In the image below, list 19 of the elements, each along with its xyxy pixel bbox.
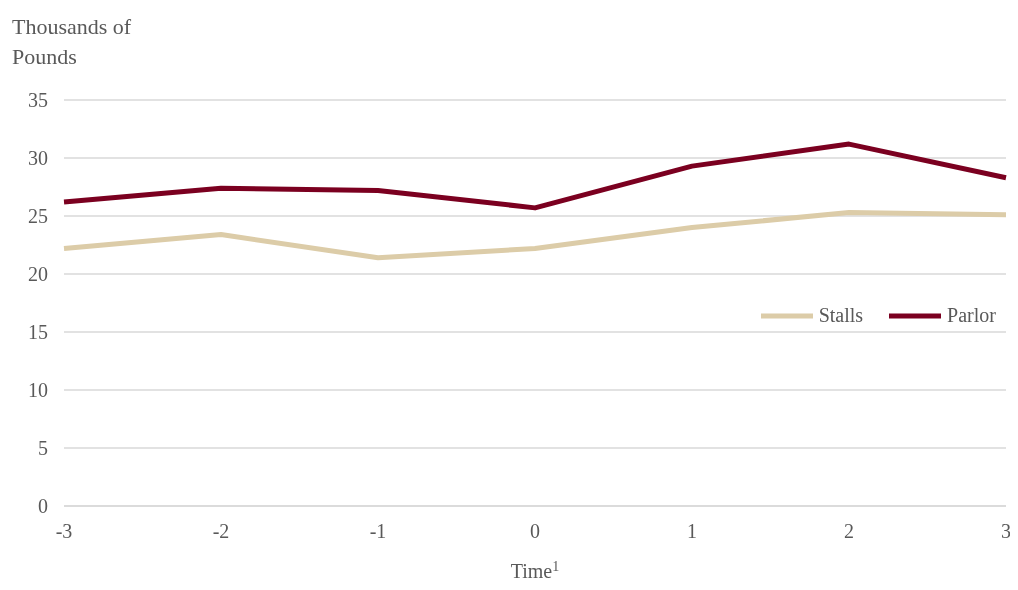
y-tick-label: 35 bbox=[28, 89, 48, 112]
y-tick-label: 30 bbox=[28, 147, 48, 170]
legend-label: Stalls bbox=[818, 304, 864, 327]
x-axis-title: Time$^{1}$ bbox=[510, 558, 560, 582]
y-tick-label: 5 bbox=[38, 437, 48, 460]
x-tick-label: 2 bbox=[844, 520, 854, 543]
x-tick-label: 3 bbox=[1001, 520, 1011, 543]
x-tick-label: 0 bbox=[530, 520, 540, 543]
y-tick-label: 10 bbox=[28, 379, 48, 402]
y-axis-title: Thousands of Pounds bbox=[12, 13, 133, 71]
y-tick-label: 25 bbox=[28, 205, 48, 228]
x-tick-label: 1 bbox=[687, 520, 697, 543]
y-tick-label: 0 bbox=[38, 495, 48, 518]
y-tick-label: 20 bbox=[28, 263, 48, 286]
x-tick-label: -2 bbox=[212, 520, 230, 543]
x-tick-label: -3 bbox=[55, 520, 73, 543]
legend-label: Parlor bbox=[947, 304, 996, 327]
y-tick-label: 15 bbox=[28, 321, 48, 344]
x-tick-label: -1 bbox=[369, 520, 387, 543]
